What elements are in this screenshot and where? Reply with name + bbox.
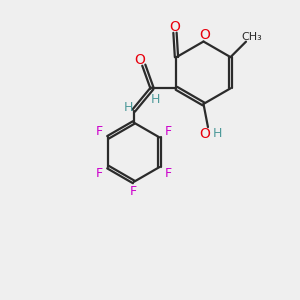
Text: H: H — [213, 127, 222, 140]
Text: F: F — [95, 167, 103, 179]
Text: O: O — [169, 20, 180, 34]
Text: F: F — [130, 185, 137, 198]
Text: F: F — [165, 125, 172, 138]
Text: CH₃: CH₃ — [241, 32, 262, 42]
Text: O: O — [199, 127, 210, 141]
Text: O: O — [199, 28, 210, 42]
Text: F: F — [95, 125, 103, 138]
Text: H: H — [124, 100, 133, 114]
Text: H: H — [151, 93, 160, 106]
Text: F: F — [165, 167, 172, 179]
Text: O: O — [134, 53, 145, 67]
